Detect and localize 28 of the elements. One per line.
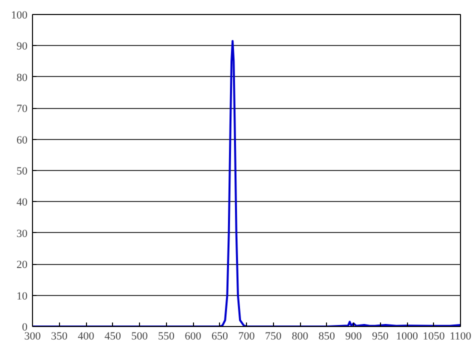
y-tick-label: 70 bbox=[16, 103, 28, 116]
y-tick-label: 80 bbox=[16, 72, 28, 84]
y-tick-label: 100 bbox=[11, 10, 28, 22]
x-tick-label: 900 bbox=[345, 330, 362, 342]
y-tick-label: 20 bbox=[16, 259, 28, 272]
x-tick-label: 450 bbox=[104, 330, 122, 342]
y-tick-label: 40 bbox=[16, 196, 28, 209]
x-tick-label: 850 bbox=[318, 330, 336, 342]
y-tick-label: 90 bbox=[16, 40, 28, 53]
y-tick-label: 10 bbox=[16, 290, 28, 302]
x-tick-label: 1000 bbox=[396, 330, 418, 342]
x-tick-label: 1100 bbox=[450, 330, 472, 342]
x-tick-label: 650 bbox=[212, 330, 228, 342]
x-tick-label: 500 bbox=[131, 330, 148, 342]
x-tick-label: 600 bbox=[184, 330, 202, 342]
y-tick-label: 0 bbox=[22, 322, 28, 334]
y-tick-label: 50 bbox=[16, 166, 28, 178]
x-tick-label: 1050 bbox=[422, 330, 446, 342]
x-tick-label: 550 bbox=[158, 330, 175, 342]
x-tick-label: 300 bbox=[24, 330, 42, 342]
x-tick-label: 350 bbox=[51, 330, 68, 342]
x-tick-label: 400 bbox=[78, 330, 95, 342]
x-tick-label: 750 bbox=[265, 330, 282, 342]
x-tick-label: 700 bbox=[238, 330, 256, 342]
x-tick-label: 950 bbox=[372, 330, 389, 342]
x-tick-label: 800 bbox=[292, 330, 309, 342]
y-tick-label: 60 bbox=[16, 134, 28, 146]
y-tick-label: 30 bbox=[16, 228, 28, 240]
